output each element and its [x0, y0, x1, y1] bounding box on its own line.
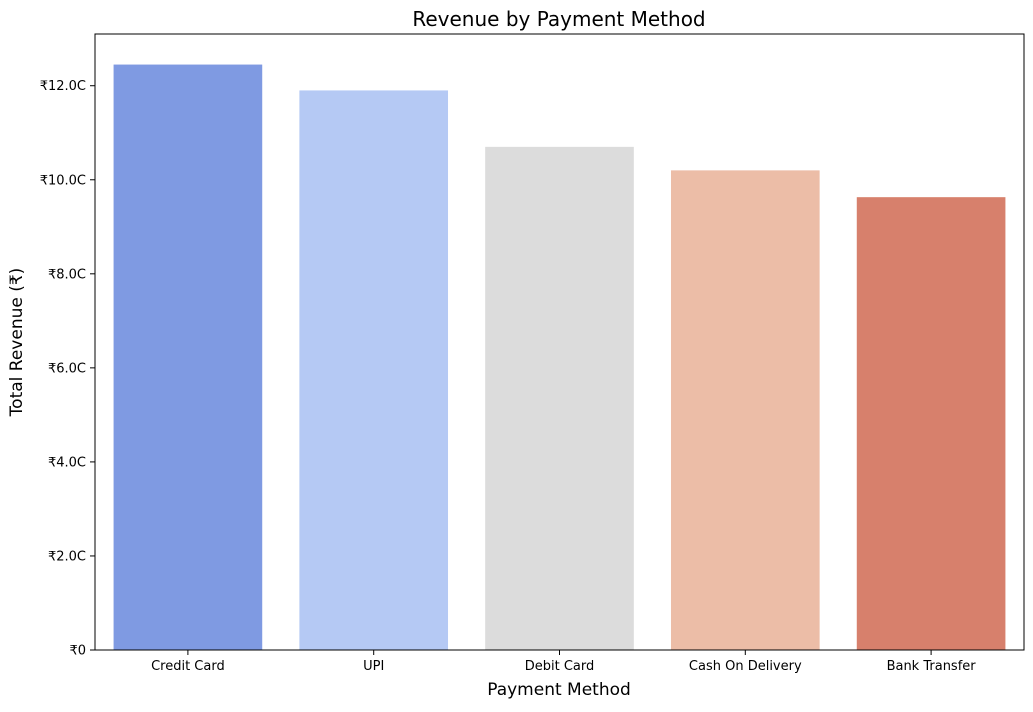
- x-tick-label: Credit Card: [151, 659, 225, 674]
- y-tick-label: ₹8.0C: [48, 267, 86, 282]
- bar-upi: [299, 90, 449, 650]
- bar-credit-card: [113, 64, 263, 651]
- bar-debit-card: [485, 146, 634, 650]
- y-tick-label: ₹4.0C: [48, 455, 86, 470]
- x-tick-label: Cash On Delivery: [689, 659, 802, 674]
- y-tick-label: ₹10.0C: [40, 173, 86, 188]
- x-axis-label: Payment Method: [487, 680, 631, 700]
- y-tick-label: ₹12.0C: [40, 79, 86, 94]
- x-tick-label: UPI: [363, 659, 384, 674]
- x-axis-ticks: Credit Card UPI Debit Card Cash On Delivery…: [151, 650, 976, 674]
- chart-title: Revenue by Payment Method: [412, 7, 705, 31]
- x-tick-label: Debit Card: [525, 659, 595, 674]
- bars-layer: [113, 64, 1006, 651]
- y-axis-ticks: ₹0 ₹2.0C ₹4.0C ₹6.0C ₹8.0C ₹10.0C ₹12.0C: [40, 79, 95, 659]
- y-tick-label: ₹0: [69, 644, 86, 659]
- y-axis-label: Total Revenue (₹): [7, 268, 27, 418]
- bar-bank-transfer: [856, 197, 1006, 650]
- y-tick-label: ₹6.0C: [48, 361, 86, 376]
- x-tick-label: Bank Transfer: [887, 659, 977, 674]
- y-tick-label: ₹2.0C: [48, 549, 86, 564]
- bar-cash-on-delivery: [670, 170, 820, 651]
